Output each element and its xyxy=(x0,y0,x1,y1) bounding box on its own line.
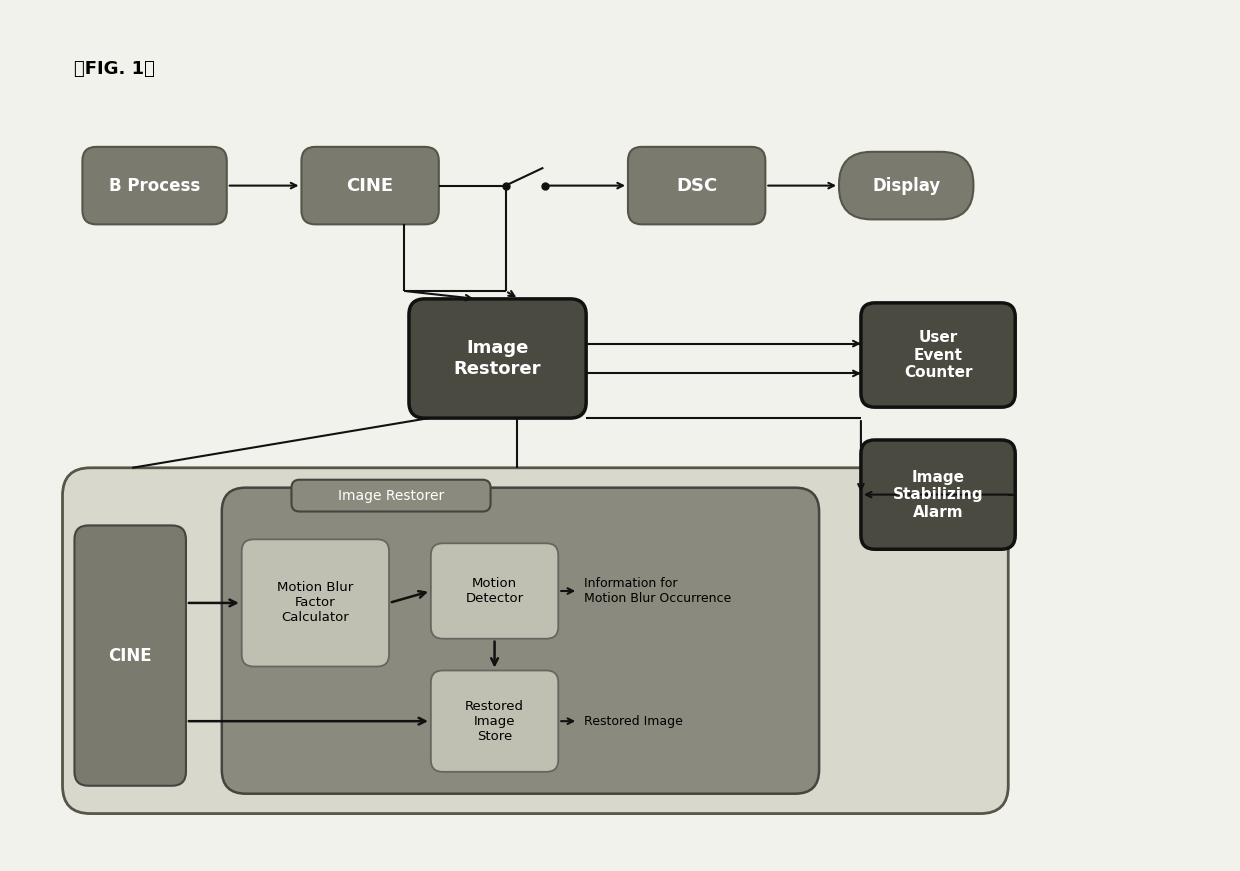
Text: Motion Blur
Factor
Calculator: Motion Blur Factor Calculator xyxy=(278,582,353,625)
Text: Image
Restorer: Image Restorer xyxy=(454,339,542,378)
Text: Image Restorer: Image Restorer xyxy=(339,489,444,503)
FancyBboxPatch shape xyxy=(627,147,765,225)
Text: Image
Stabilizing
Alarm: Image Stabilizing Alarm xyxy=(893,469,983,519)
FancyBboxPatch shape xyxy=(430,671,558,772)
Text: DSC: DSC xyxy=(676,177,717,194)
Text: Display: Display xyxy=(872,177,940,194)
Text: Restored Image: Restored Image xyxy=(584,715,683,727)
FancyBboxPatch shape xyxy=(839,152,973,219)
Text: 【FIG. 1】: 【FIG. 1】 xyxy=(74,60,155,78)
Text: B Process: B Process xyxy=(109,177,200,194)
FancyBboxPatch shape xyxy=(242,539,389,666)
FancyBboxPatch shape xyxy=(62,468,1008,814)
Text: CINE: CINE xyxy=(108,646,153,665)
Text: Information for
Motion Blur Occurrence: Information for Motion Blur Occurrence xyxy=(584,577,732,605)
Text: User
Event
Counter: User Event Counter xyxy=(904,330,972,380)
FancyBboxPatch shape xyxy=(82,147,227,225)
FancyBboxPatch shape xyxy=(291,480,491,511)
FancyBboxPatch shape xyxy=(301,147,439,225)
Text: CINE: CINE xyxy=(346,177,393,194)
FancyBboxPatch shape xyxy=(74,525,186,786)
FancyBboxPatch shape xyxy=(430,544,558,638)
FancyBboxPatch shape xyxy=(861,303,1016,407)
FancyBboxPatch shape xyxy=(861,440,1016,550)
FancyBboxPatch shape xyxy=(409,299,587,418)
Text: Motion
Detector: Motion Detector xyxy=(465,577,523,605)
FancyBboxPatch shape xyxy=(222,488,820,793)
Text: Restored
Image
Store: Restored Image Store xyxy=(465,699,525,743)
